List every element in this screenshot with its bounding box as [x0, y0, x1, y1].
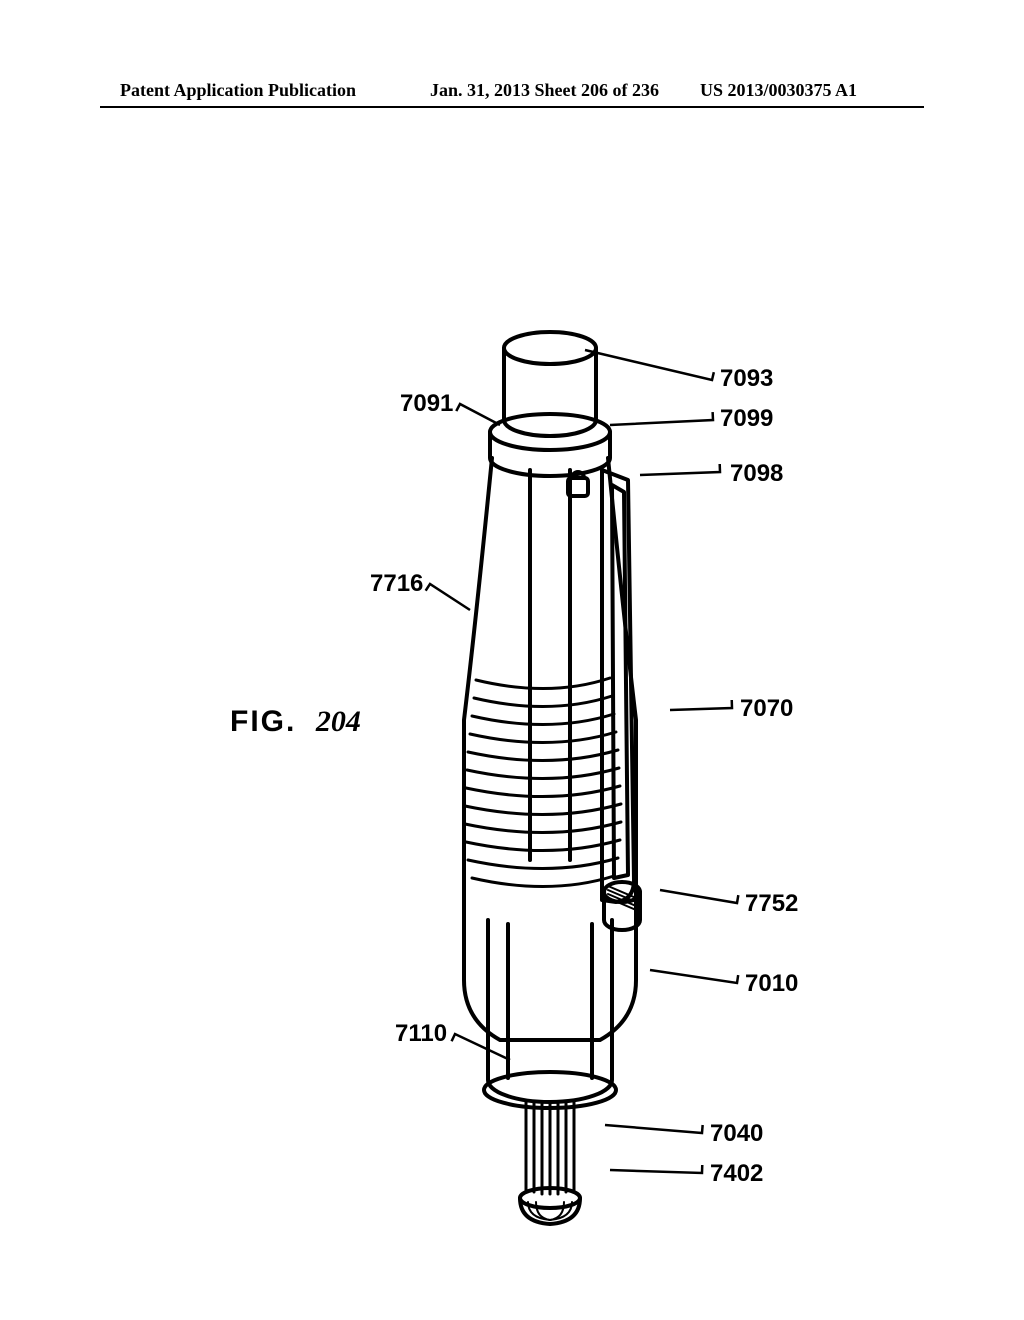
callout-7040: 7040 [710, 1120, 763, 1148]
figure-label-prefix: FIG. [230, 705, 296, 738]
figure-label: FIG. 204 [230, 705, 361, 739]
header-left: Patent Application Publication [120, 80, 356, 101]
header-right: US 2013/0030375 A1 [700, 80, 857, 101]
figure-area: FIG. 204 [0, 150, 1024, 1250]
callout-7402: 7402 [710, 1160, 763, 1188]
figure-label-number: 204 [316, 705, 361, 738]
header-center: Jan. 31, 2013 Sheet 206 of 236 [430, 80, 659, 101]
callout-7091: 7091 [400, 390, 453, 418]
callout-7099: 7099 [720, 405, 773, 433]
callout-7010: 7010 [745, 970, 798, 998]
header-divider [100, 106, 924, 108]
callout-7752: 7752 [745, 890, 798, 918]
callout-7093: 7093 [720, 365, 773, 393]
callout-7070: 7070 [740, 695, 793, 723]
callout-7716: 7716 [370, 570, 423, 598]
device-illustration [380, 320, 700, 1230]
callout-7110: 7110 [395, 1020, 447, 1048]
callout-7098: 7098 [730, 460, 783, 488]
